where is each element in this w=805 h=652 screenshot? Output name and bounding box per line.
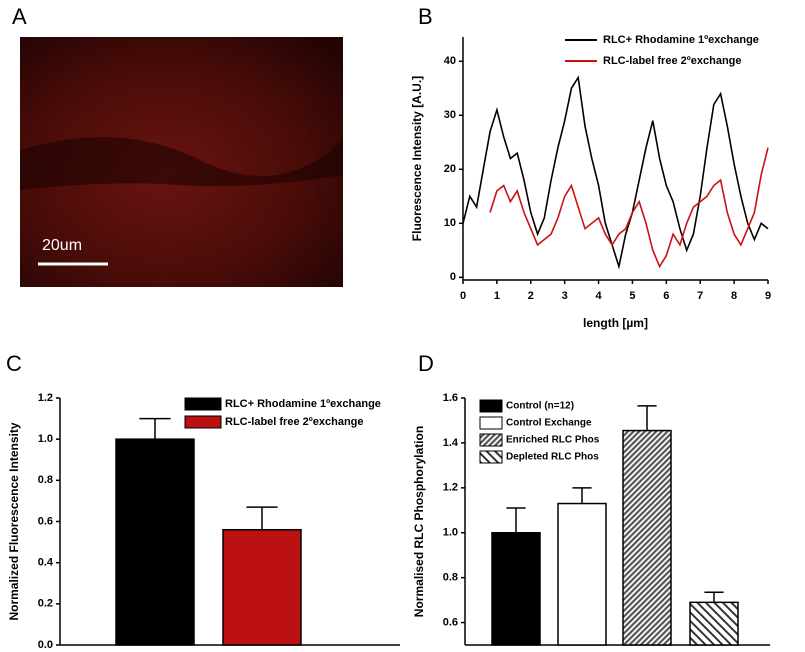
y-tick-label: 20 xyxy=(444,163,456,175)
bar xyxy=(557,502,607,646)
line-series xyxy=(462,75,769,270)
legend-swatch xyxy=(479,416,503,430)
bar xyxy=(622,429,672,646)
y-tick-label: 1.4 xyxy=(443,437,459,449)
y-axis-label: Normalised RLC Phosphorylation xyxy=(412,426,426,617)
y-tick-label: 0.8 xyxy=(38,474,53,486)
line-series xyxy=(489,147,769,269)
y-axis-label: Fluorescence Intensity [A.U.] xyxy=(410,76,424,241)
y-tick-label: 0.4 xyxy=(38,557,54,569)
legend-swatch xyxy=(479,399,503,413)
y-axis-label: Normalized Fluorescence Intensity xyxy=(7,422,21,620)
y-tick-label: 10 xyxy=(444,217,456,229)
x-tick-label: 9 xyxy=(765,290,771,302)
bar xyxy=(689,601,739,646)
legend-label: RLC+ Rhodamine 1ºexchange xyxy=(603,34,759,46)
y-tick-label: 0 xyxy=(450,271,456,283)
bar xyxy=(115,438,195,646)
legend-swatch xyxy=(479,450,503,464)
legend-swatch xyxy=(184,415,222,429)
legend-label: Depleted RLC Phos xyxy=(506,452,599,463)
legend-swatch xyxy=(184,397,222,411)
panel-label: D xyxy=(418,351,434,376)
bar xyxy=(222,528,302,646)
micrograph-shadow xyxy=(20,137,343,190)
legend-label: RLC+ Rhodamine 1ºexchange xyxy=(225,398,381,410)
x-tick-label: 2 xyxy=(528,290,534,302)
legend-swatch xyxy=(479,433,503,447)
y-tick-label: 1.2 xyxy=(38,392,53,404)
y-tick-label: 0.6 xyxy=(38,515,53,527)
x-tick-label: 4 xyxy=(595,290,602,302)
panel-label: C xyxy=(6,351,22,376)
y-tick-label: 40 xyxy=(444,55,456,67)
x-tick-label: 8 xyxy=(731,290,737,302)
y-tick-label: 0.0 xyxy=(38,639,53,651)
x-tick-label: 7 xyxy=(697,290,703,302)
legend-label: RLC-label free 2ºexchange xyxy=(225,416,364,428)
x-tick-label: 6 xyxy=(663,290,669,302)
panel-label: B xyxy=(418,4,433,29)
y-tick-label: 1.0 xyxy=(38,433,53,445)
x-tick-label: 3 xyxy=(562,290,568,302)
legend-label: Enriched RLC Phos xyxy=(506,435,600,446)
legend-label: RLC-label free 2ºexchange xyxy=(603,55,742,67)
x-axis-label: length [µm] xyxy=(583,316,648,330)
y-tick-label: 0.2 xyxy=(38,598,53,610)
scale-label: 20um xyxy=(42,237,82,254)
y-tick-label: 0.8 xyxy=(443,572,458,584)
y-tick-label: 0.6 xyxy=(443,616,458,628)
y-tick-label: 1.6 xyxy=(443,392,458,404)
legend-label: Control (n=12) xyxy=(506,401,574,412)
y-tick-label: 1.2 xyxy=(443,482,458,494)
y-tick-label: 30 xyxy=(444,109,456,121)
x-tick-label: 0 xyxy=(460,290,466,302)
bar xyxy=(491,531,541,646)
legend-label: Control Exchange xyxy=(506,418,592,429)
x-tick-label: 5 xyxy=(629,290,635,302)
x-tick-label: 1 xyxy=(494,290,500,302)
panel-label: A xyxy=(12,4,27,29)
y-tick-label: 1.0 xyxy=(443,527,458,539)
